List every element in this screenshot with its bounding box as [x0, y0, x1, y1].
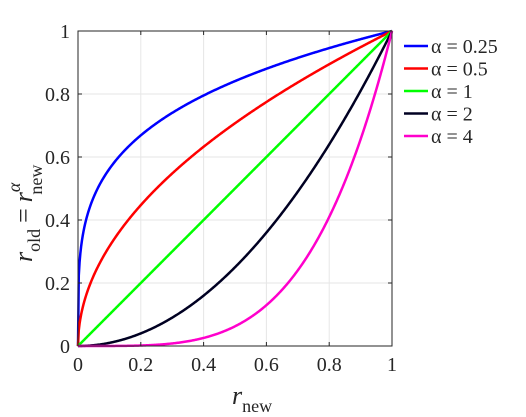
y-tick-label: 0 — [60, 336, 70, 358]
x-tick-label: 0.6 — [254, 354, 279, 376]
y-tick-label: 1 — [60, 21, 70, 43]
x-tick-label: 0.2 — [128, 354, 153, 376]
y-axis-label-rhs-sub: new — [26, 165, 46, 195]
y-tick-label: 0.2 — [45, 273, 70, 295]
x-tick-label: 1 — [387, 354, 397, 376]
series-line-2 — [77, 30, 393, 347]
series-line-1 — [76, 29, 393, 347]
x-axis-ticks: 0 0.2 0.4 0.6 0.8 1 — [73, 31, 397, 376]
y-tick-label: 0.4 — [45, 210, 70, 232]
x-axis-label: rnew — [232, 381, 272, 416]
y-tick-label: 0.8 — [45, 84, 70, 106]
y-axis-label-base: r — [9, 251, 38, 262]
y-axis-label-equals: = — [9, 208, 38, 223]
legend-label-2: α = 1 — [431, 81, 473, 103]
y-axis-label-rhs-sup: α — [4, 182, 24, 192]
legend-label-1: α = 0.5 — [431, 59, 488, 81]
x-axis-label-sub: new — [242, 396, 272, 416]
legend: α = 0.25α = 0.5α = 1α = 2α = 4 — [404, 36, 498, 148]
x-axis-label-base: r — [232, 381, 243, 410]
series-line-0 — [76, 29, 393, 347]
legend-label-4: α = 4 — [431, 126, 473, 148]
series-line-3 — [77, 30, 394, 348]
x-tick-label: 0.4 — [191, 354, 216, 376]
y-axis-label-rhs-base: r — [9, 191, 38, 202]
y-axis-ticks: 0 0.2 0.4 0.6 0.8 1 — [45, 21, 392, 358]
plot-border — [77, 30, 393, 347]
legend-label-3: α = 2 — [431, 104, 473, 126]
grid — [78, 31, 392, 346]
legend-label-0: α = 0.25 — [431, 36, 498, 58]
series-lines — [76, 29, 394, 348]
y-tick-label: 0.6 — [45, 147, 70, 169]
x-tick-label: 0 — [73, 354, 83, 376]
y-axis-label: rold=rα new — [4, 165, 46, 262]
y-axis-label-sub: old — [24, 229, 44, 252]
x-tick-label: 0.8 — [317, 354, 342, 376]
